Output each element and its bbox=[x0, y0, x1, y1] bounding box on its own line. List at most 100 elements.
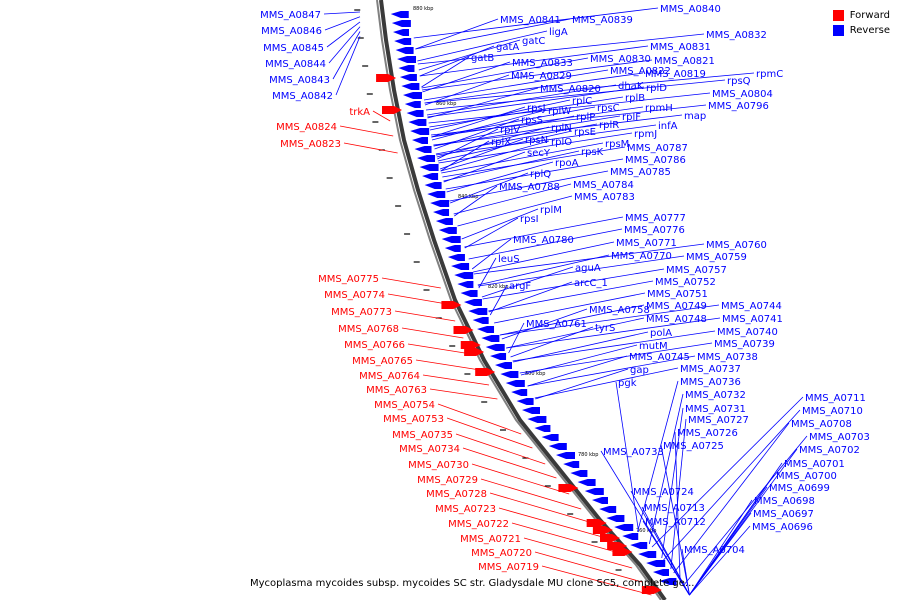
gene-leader-line bbox=[670, 418, 687, 570]
reverse-gene-block bbox=[419, 164, 439, 171]
forward-gene-block bbox=[641, 586, 662, 594]
gene-leader-line bbox=[689, 499, 753, 596]
gene-leader-line bbox=[446, 161, 554, 193]
reverse-gene-block bbox=[500, 371, 519, 378]
reverse-gene-block bbox=[414, 146, 432, 153]
reverse-gene-block bbox=[556, 452, 575, 459]
gene-label: MMS_A0740 bbox=[717, 327, 778, 338]
gene-label: MMS_A0732 bbox=[685, 390, 746, 401]
gene-label: MMS_A0698 bbox=[754, 496, 815, 507]
gene-leader-line bbox=[501, 308, 588, 340]
gene-label: mutM bbox=[639, 341, 668, 352]
gene-label: rpsC bbox=[597, 103, 620, 114]
ruler-label: 820 kbp bbox=[488, 284, 508, 290]
gene-leader-line bbox=[372, 110, 391, 122]
gene-leader-line bbox=[422, 374, 490, 386]
gene-leader-line bbox=[455, 433, 546, 465]
gene-label: MMS_A0847 bbox=[260, 10, 321, 21]
ruler-label: 760 kbp bbox=[636, 528, 656, 534]
reverse-gene-block bbox=[490, 353, 507, 360]
gene-label: MMS_A0765 bbox=[352, 356, 413, 367]
gene-leader-line bbox=[660, 444, 690, 596]
gene-leader-line bbox=[477, 254, 610, 286]
gene-leader-line bbox=[428, 92, 711, 124]
gene-leader-line bbox=[424, 72, 644, 104]
gene-label: MMS_A0783 bbox=[574, 192, 635, 203]
gene-label: MMS_A0710 bbox=[802, 406, 863, 417]
forward-swatch bbox=[832, 10, 844, 21]
reverse-gene-block bbox=[397, 56, 417, 63]
gene-label: ligA bbox=[549, 27, 568, 38]
gene-leader-line bbox=[494, 292, 646, 324]
reverse-gene-block bbox=[653, 569, 669, 576]
gene-label: dhaK bbox=[618, 81, 644, 92]
reverse-gene-block bbox=[441, 236, 461, 243]
gene-label: MMS_A0752 bbox=[655, 277, 716, 288]
gene-leader-line bbox=[689, 525, 751, 596]
gene-label: MMS_A0784 bbox=[573, 180, 634, 191]
gene-label: MMS_A0846 bbox=[261, 26, 322, 37]
gene-leader-line bbox=[419, 45, 649, 77]
gene-leader-line bbox=[449, 170, 609, 202]
reverse-gene-block bbox=[584, 488, 604, 495]
gene-label: MMS_A0757 bbox=[666, 265, 727, 276]
reverse-gene-block bbox=[395, 47, 414, 54]
forward-gene-block bbox=[586, 519, 607, 527]
gene-leader-line bbox=[427, 86, 645, 118]
gene-label: MMS_A0722 bbox=[448, 519, 509, 530]
gene-label: MMS_A0728 bbox=[426, 489, 487, 500]
gene-leader-line bbox=[437, 130, 573, 162]
gene-leader-line bbox=[433, 115, 575, 147]
forward-gene-block bbox=[376, 74, 397, 82]
gene-label: MMS_A0844 bbox=[265, 59, 326, 70]
gene-leader-line bbox=[421, 56, 470, 88]
gene-leader-line bbox=[429, 388, 498, 400]
gene-label: MMS_A0766 bbox=[344, 340, 405, 351]
gene-label: MMS_A0776 bbox=[624, 225, 685, 236]
gene-leader-line bbox=[510, 326, 594, 358]
gene-label: MMS_A0788 bbox=[499, 182, 560, 193]
reverse-gene-block bbox=[548, 443, 567, 450]
reverse-gene-block bbox=[460, 290, 478, 297]
gene-leader-line bbox=[328, 26, 361, 64]
gene-leader-line bbox=[418, 39, 521, 71]
reverse-gene-block bbox=[592, 497, 608, 504]
gene-label: MMS_A0727 bbox=[688, 415, 749, 426]
reverse-gene-block bbox=[563, 461, 580, 468]
gene-label: MMS_A0775 bbox=[318, 274, 379, 285]
reverse-gene-block bbox=[404, 101, 421, 108]
reverse-gene-block bbox=[412, 137, 428, 144]
gene-leader-line bbox=[508, 322, 525, 354]
reverse-gene-block bbox=[390, 11, 409, 18]
gene-label: MMS_A0842 bbox=[272, 91, 333, 102]
reverse-gene-block bbox=[534, 425, 551, 432]
gene-leader-line bbox=[673, 422, 790, 574]
gene-leader-line bbox=[461, 208, 539, 240]
forward-gene-block bbox=[592, 526, 613, 534]
gene-label: MMS_A0841 bbox=[500, 15, 561, 26]
reverse-gene-block bbox=[391, 20, 411, 27]
gene-leader-line bbox=[439, 138, 524, 170]
gene-label: tyrS bbox=[595, 323, 615, 334]
gene-label: rplB bbox=[625, 93, 645, 104]
gene-leader-line bbox=[437, 403, 522, 435]
gene-label: MMS_A0785 bbox=[610, 167, 671, 178]
gene-label: rpmJ bbox=[634, 129, 657, 140]
forward-gene-block bbox=[558, 484, 579, 492]
gene-label: MMS_A0770 bbox=[611, 251, 672, 262]
gene-label: MMS_A0725 bbox=[663, 441, 724, 452]
gene-label: MMS_A0761 bbox=[526, 319, 587, 330]
gene-leader-line bbox=[506, 317, 721, 349]
gene-label: rplW bbox=[548, 106, 571, 117]
gene-label: MMS_A0733 bbox=[603, 447, 664, 458]
gene-label: MMS_A0739 bbox=[714, 339, 775, 350]
gene-label: MMS_A0786 bbox=[625, 155, 686, 166]
gene-label: map bbox=[684, 111, 706, 122]
legend: Forward Reverse bbox=[832, 8, 890, 38]
gene-leader-line bbox=[473, 243, 705, 275]
gene-label: rpsS bbox=[521, 115, 543, 126]
forward-gene-block bbox=[382, 106, 402, 114]
gene-label: MMS_A0843 bbox=[269, 75, 330, 86]
gene-leader-line bbox=[387, 293, 448, 305]
